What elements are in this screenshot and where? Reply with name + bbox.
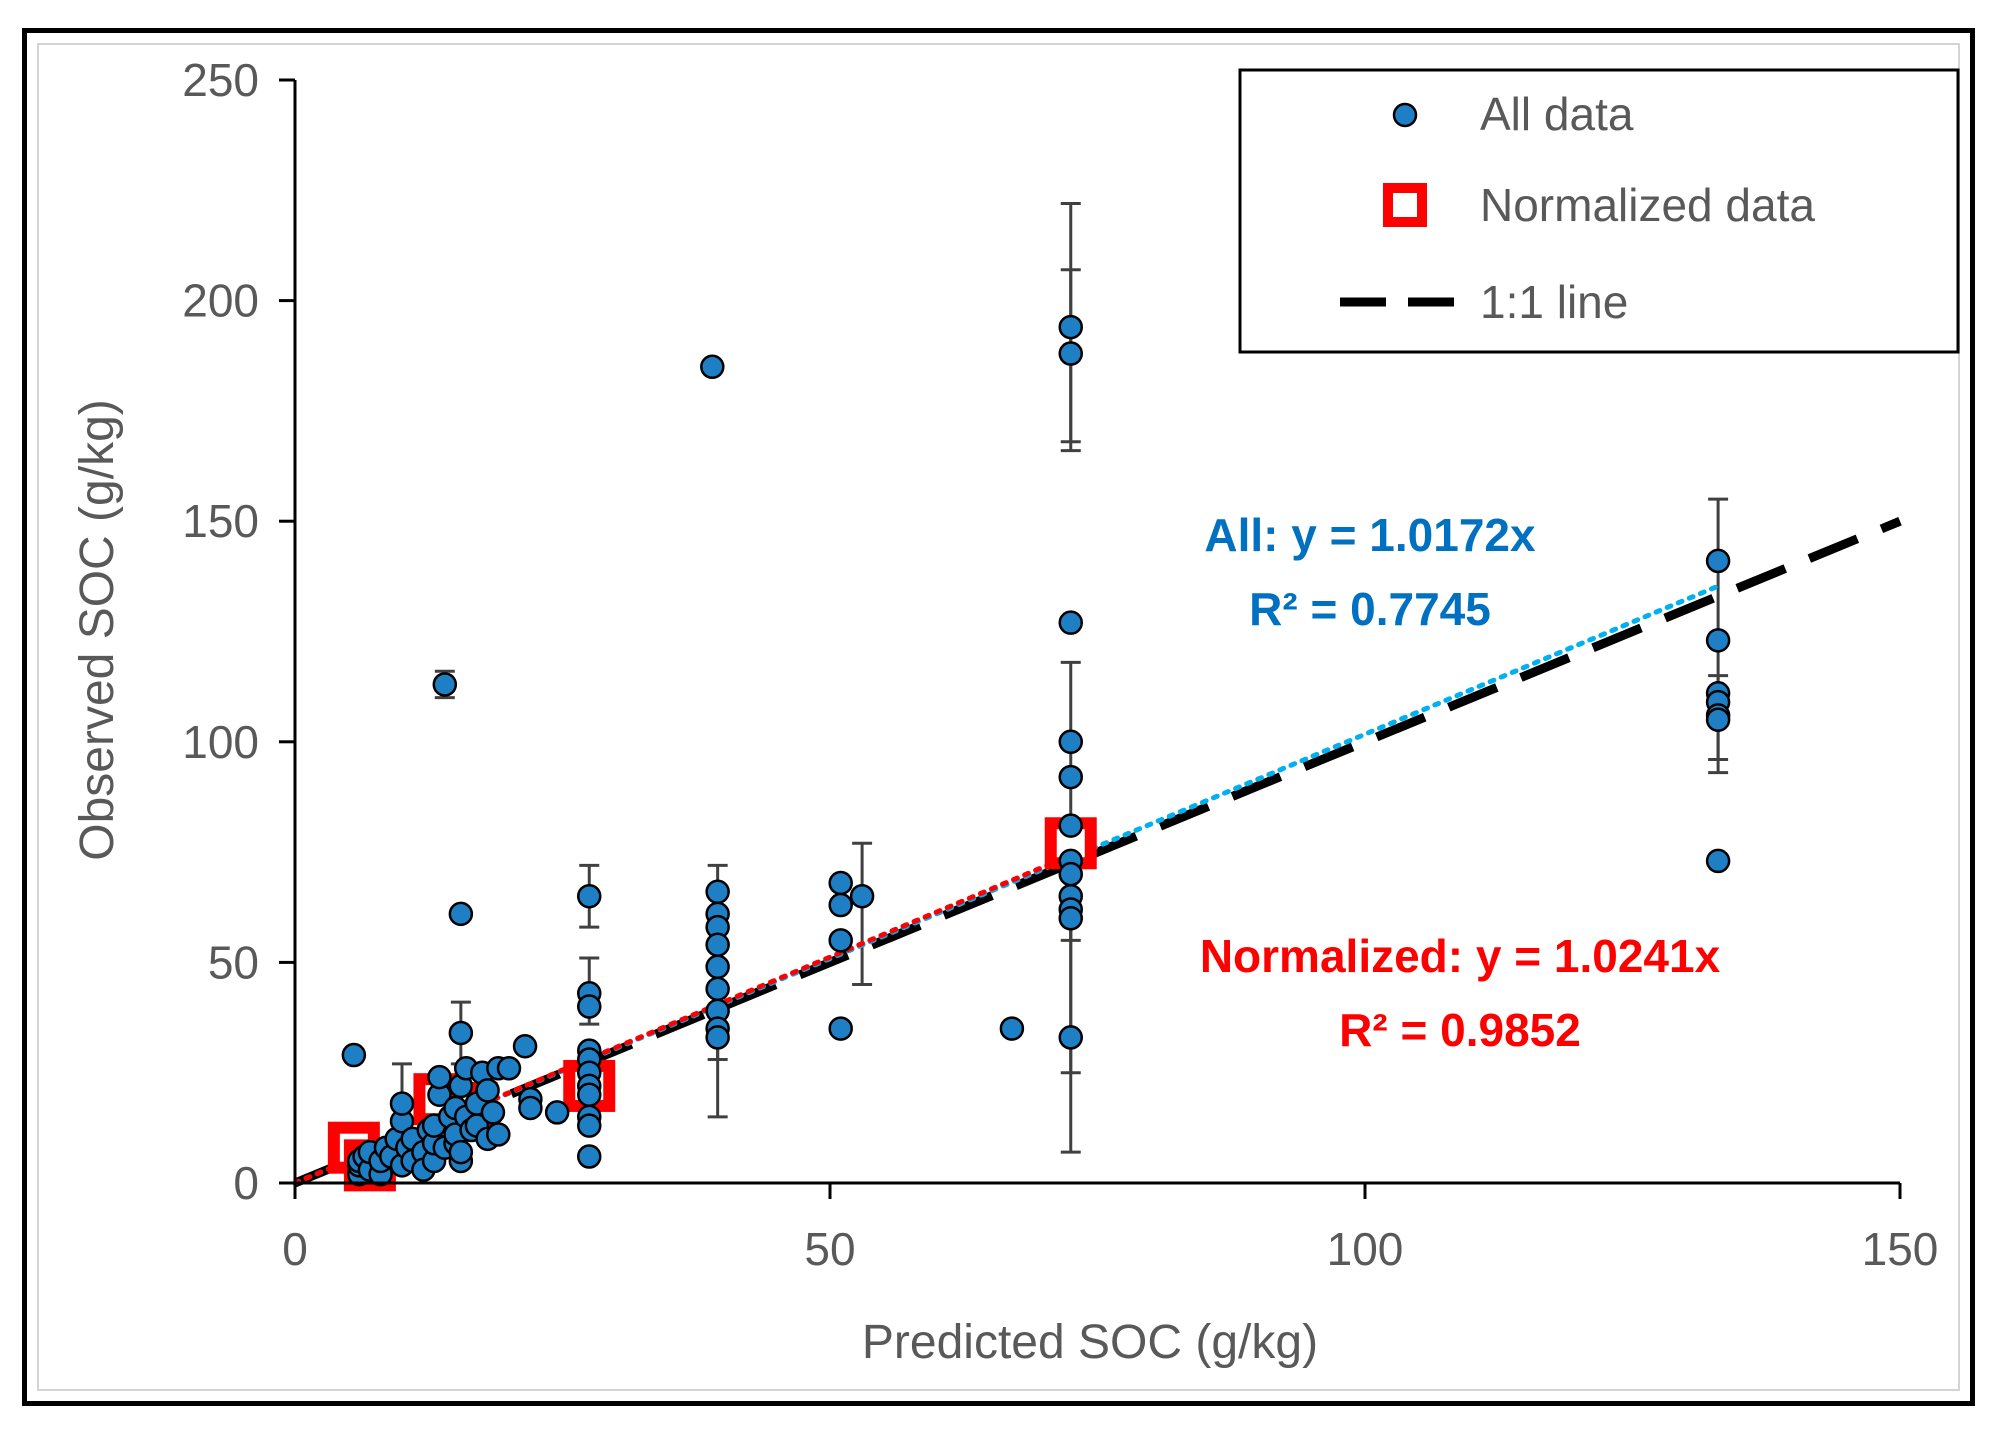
data-point-53 <box>577 883 602 909</box>
data-point-92 <box>1705 548 1731 574</box>
data-point-82 <box>1058 610 1083 635</box>
data-point-55 <box>577 994 602 1019</box>
tick-labels: 0 50 100 150 0 50 100 150 200 250 <box>182 54 1938 1275</box>
data-point-43 <box>475 1078 500 1103</box>
x-tick-label-1: 50 <box>804 1223 855 1275</box>
data-point-13 <box>389 1091 415 1116</box>
data-point-69 <box>705 954 730 980</box>
data-point-84 <box>1058 764 1083 790</box>
data-point-75 <box>828 892 853 918</box>
x-tick-label-0: 0 <box>282 1223 308 1275</box>
y-tick-label-3: 150 <box>182 495 259 547</box>
data-point-70 <box>705 976 730 1002</box>
data-point-26 <box>432 672 458 697</box>
data-point-0 <box>341 1042 367 1068</box>
data-point-62 <box>577 1113 602 1138</box>
y-axis-label: Observed SOC (g/kg) <box>71 399 124 860</box>
data-point-81 <box>1058 341 1083 366</box>
x-tick-label-3: 150 <box>1862 1223 1939 1275</box>
y-tick-label-5: 250 <box>182 54 259 106</box>
data-point-33 <box>448 1139 474 1165</box>
data-point-90 <box>1058 906 1083 931</box>
axes <box>279 78 1902 1199</box>
all-trend-equation: All: y = 1.0172x <box>1204 509 1536 561</box>
legend-one-to-one-label: 1:1 line <box>1480 276 1628 328</box>
data-point-91 <box>1058 1025 1083 1050</box>
x-tick-label-2: 100 <box>1327 1223 1404 1275</box>
legend: All data Normalized data 1:1 line <box>1238 68 1960 354</box>
normalized-trend-equation: Normalized: y = 1.0241x <box>1200 930 1721 982</box>
legend-normalized-label: Normalized data <box>1480 179 1815 231</box>
data-point-76 <box>828 928 853 953</box>
data-point-45 <box>480 1100 506 1125</box>
data-point-98 <box>1705 848 1731 874</box>
data-point-79 <box>999 1016 1025 1041</box>
all-trend-r2: R² = 0.7745 <box>1249 583 1491 635</box>
data-point-77 <box>828 1016 853 1041</box>
data-point-52 <box>544 1100 570 1125</box>
data-point-49 <box>512 1033 538 1059</box>
data-point-25 <box>427 1064 452 1090</box>
data-point-80 <box>1058 314 1083 340</box>
legend-normalized-marker <box>1383 183 1427 227</box>
data-point-35 <box>448 1020 474 1046</box>
chart-area-border <box>37 43 1960 1391</box>
data-point-83 <box>1058 729 1083 755</box>
data-point-73 <box>705 1025 730 1050</box>
one-to-one-line <box>293 517 1902 1188</box>
data-point-63 <box>577 1144 602 1169</box>
reference-lines <box>292 517 1902 1188</box>
data-point-60 <box>577 1082 602 1108</box>
data-point-85 <box>1058 813 1083 838</box>
data-point-87 <box>1058 861 1083 887</box>
data-point-47 <box>486 1122 511 1147</box>
normalized-trend-r2: R² = 0.9852 <box>1339 1004 1581 1056</box>
data-point-97 <box>1705 707 1731 732</box>
data-point-93 <box>1705 628 1731 653</box>
y-tick-label-1: 50 <box>208 936 259 988</box>
normalized-trendline <box>292 852 1074 1186</box>
legend-all-data-label: All data <box>1480 88 1634 140</box>
data-point-48 <box>496 1056 522 1081</box>
all-data-points <box>341 314 1731 1187</box>
data-point-78 <box>849 883 875 909</box>
data-point-36 <box>448 901 474 927</box>
data-point-64 <box>700 354 725 380</box>
legend-all-data-marker <box>1392 102 1418 128</box>
y-tick-label-4: 200 <box>182 275 259 327</box>
data-point-74 <box>828 870 853 896</box>
x-axis-label: Predicted SOC (g/kg) <box>862 1316 1318 1369</box>
data-point-65 <box>705 879 730 905</box>
y-tick-label-0: 0 <box>233 1157 259 1209</box>
data-point-68 <box>705 932 730 958</box>
data-point-51 <box>518 1095 543 1121</box>
y-tick-label-2: 100 <box>182 716 259 768</box>
